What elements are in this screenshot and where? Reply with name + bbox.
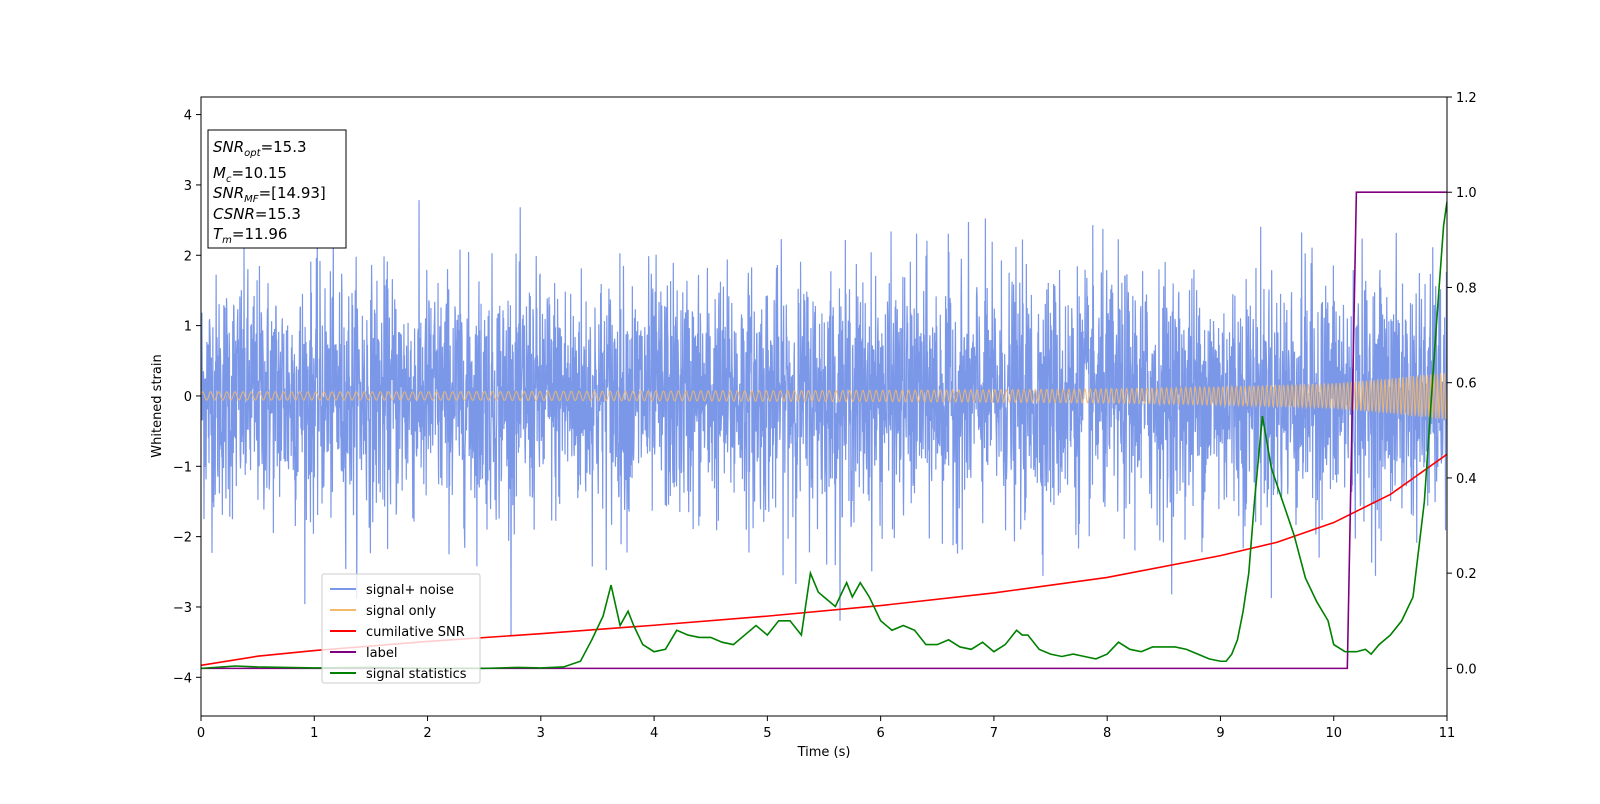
y-left-tick-label: 3: [184, 179, 192, 194]
y-left-tick-label: −4: [173, 671, 192, 686]
y-left-tick-label: 0: [184, 390, 192, 405]
x-tick-label: 6: [876, 726, 884, 741]
x-tick-label: 7: [990, 726, 998, 741]
x-tick-label: 11: [1439, 726, 1456, 741]
x-tick-label: 5: [763, 726, 771, 741]
series-signal-statistics: [201, 201, 1447, 670]
y-left-tick-label: 4: [184, 109, 192, 124]
x-axis-label: Time (s): [797, 745, 851, 760]
legend-label-signal-statistics: signal statistics: [366, 667, 467, 682]
info-snr-mf: SNRMF=[14.93]: [213, 184, 326, 205]
y-axis-label: Whitened strain: [150, 354, 165, 457]
y-right-tick-label: 1.0: [1456, 186, 1477, 201]
series-signal-noise: [201, 200, 1447, 637]
legend-frame: [321, 573, 481, 684]
info-box-frame: [207, 129, 347, 249]
info-box: SNRopt=15.3 Mc=10.15 SNRMF=[14.93] CSNR=…: [207, 129, 347, 249]
series-label: [201, 191, 1447, 670]
x-tick-label: 4: [650, 726, 658, 741]
legend: signal+ noise signal only cumilative SNR la…: [321, 573, 481, 684]
x-tick-label: 1: [310, 726, 318, 741]
legend-label-label: label: [366, 646, 397, 661]
x-tick-label: 9: [1216, 726, 1224, 741]
series-signal-only: [201, 372, 1447, 420]
y-right-tick-label: 0.6: [1456, 377, 1477, 392]
y-right-tick-label: 0.8: [1456, 281, 1477, 296]
info-snr-opt: SNRopt=15.3: [213, 138, 307, 159]
info-tm: Tm=11.96: [213, 225, 287, 246]
y-left-tick-label: −1: [173, 460, 192, 475]
y-left-tick-label: −2: [173, 531, 192, 546]
legend-label-signal-noise: signal+ noise: [366, 583, 454, 598]
y-left-tick-label: −3: [173, 601, 192, 616]
y-right-tick-label: 0.4: [1456, 472, 1477, 487]
x-tick-label: 3: [537, 726, 545, 741]
y-left-tick-label: 1: [184, 320, 192, 335]
y-axis-left-ticks: −4 −3 −2 −1 0 1 2 3 4: [173, 109, 201, 686]
info-mc: Mc=10.15: [213, 164, 287, 185]
y-right-tick-label: 1.2: [1456, 91, 1477, 106]
x-tick-label: 10: [1325, 726, 1342, 741]
y-right-tick-label: 0.2: [1456, 567, 1477, 582]
y-right-tick-label: 0.0: [1456, 662, 1477, 677]
legend-label-signal-only: signal only: [366, 604, 436, 619]
x-tick-label: 8: [1103, 726, 1111, 741]
info-csnr: CSNR=15.3: [213, 205, 301, 223]
x-tick-label: 2: [423, 726, 431, 741]
legend-label-cumilative-snr: cumilative SNR: [366, 625, 465, 640]
x-tick-label: 0: [197, 726, 205, 741]
y-left-tick-label: 2: [184, 249, 192, 264]
x-axis-ticks: 0 1 2 3 4 5 6 7 8 9 10 11: [197, 716, 1455, 741]
plot-frame: [200, 96, 1448, 717]
y-axis-right-ticks: 0.0 0.2 0.4 0.6 0.8 1.0 1.2: [1447, 91, 1477, 677]
